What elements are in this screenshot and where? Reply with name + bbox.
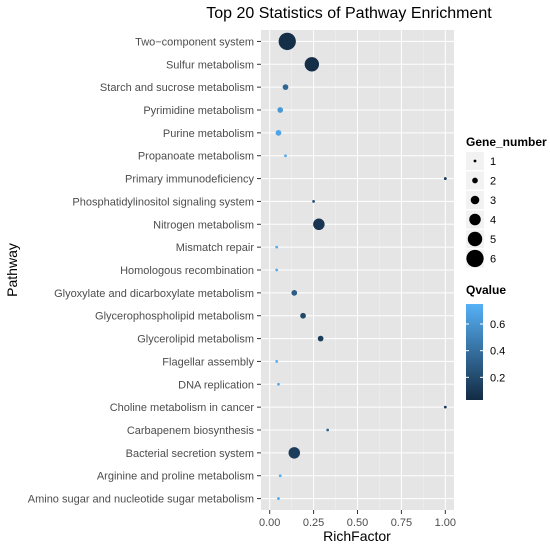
x-axis-ticks: 0.00 0.25 0.50 0.75 1.00	[259, 510, 456, 529]
data-point	[275, 130, 282, 136]
data-point	[275, 360, 279, 363]
data-point	[300, 312, 306, 319]
grid-lines	[261, 30, 454, 510]
y-tick-label: Propanoate metabolism	[138, 151, 254, 163]
y-tick-label: DNA replication	[178, 379, 254, 391]
data-point	[443, 405, 447, 409]
data-point	[284, 154, 287, 158]
x-tick-label: 0.25	[303, 517, 324, 529]
y-tick-label: Glycerolipid metabolism	[137, 334, 254, 346]
y-tick-label: Two−component system	[135, 36, 254, 48]
data-points	[275, 32, 447, 500]
y-tick-label: Glyoxylate and dicarboxylate metabolism	[54, 288, 254, 300]
y-tick-label: Nitrogen metabolism	[153, 219, 254, 231]
data-point	[275, 268, 279, 272]
y-axis-ticks: Two−component system Sulfur metabolism Sta…	[28, 36, 261, 506]
y-tick-label: Amino sugar and nucleotide sugar metabol…	[28, 494, 254, 506]
gene-number-legend-title: Gene_number	[466, 135, 547, 149]
legend-size-dot	[469, 213, 481, 226]
qvalue-colorbar	[466, 304, 483, 400]
colorbar-label: 0.4	[490, 346, 505, 358]
data-point	[313, 218, 325, 231]
y-tick-label: Carbapenem biosynthesis	[127, 425, 255, 437]
legend-size-label: 4	[490, 215, 496, 227]
legend-size-label: 3	[490, 195, 496, 207]
y-tick-label: Mismatch repair	[176, 242, 255, 254]
y-tick-label: Bacterial secretion system	[126, 448, 254, 460]
y-tick-label: Starch and sucrose metabolism	[100, 82, 254, 94]
y-axis-label: Pathway	[4, 243, 20, 297]
y-tick-label: Sulfur metabolism	[166, 59, 254, 71]
y-tick-label: Phosphatidylinositol signaling system	[72, 196, 254, 208]
data-point	[278, 474, 282, 478]
colorbar-label: 0.6	[490, 319, 505, 331]
data-point	[282, 84, 289, 90]
legend-size-dot	[472, 177, 478, 184]
y-tick-label: Homologous recombination	[120, 265, 254, 277]
legend-size-dot	[470, 195, 480, 205]
legend-size-label: 6	[490, 254, 496, 266]
colorbar-label: 0.2	[490, 372, 505, 384]
data-point	[291, 290, 298, 296]
y-tick-label: Glycerophospholipid metabolism	[95, 311, 254, 323]
data-point	[277, 497, 280, 500]
data-point	[278, 32, 296, 51]
y-tick-label: Choline metabolism in cancer	[110, 402, 255, 414]
x-tick-label: 0.50	[347, 517, 368, 529]
legend-size-dot	[466, 249, 484, 268]
y-tick-label: Pyrimidine metabolism	[143, 105, 254, 117]
plot-panel	[261, 30, 454, 510]
gene-number-legend: Gene_number 1 2 3 4 5 6	[466, 135, 547, 268]
y-tick-label: Flagellar assembly	[162, 356, 254, 368]
x-tick-label: 1.00	[435, 517, 456, 529]
qvalue-legend-title: Qvalue	[466, 283, 506, 297]
x-tick-label: 0.00	[259, 517, 280, 529]
data-point	[304, 57, 320, 72]
y-tick-label: Arginine and proline metabolism	[97, 471, 254, 483]
data-point	[288, 447, 301, 459]
data-point	[275, 245, 279, 249]
data-point	[317, 335, 324, 342]
qvalue-legend: Qvalue 0.6 0.4 0.2	[466, 283, 506, 400]
legend-size-label: 2	[490, 176, 496, 188]
legend-size-label: 1	[490, 156, 496, 168]
y-tick-label: Primary immunodeficiency	[125, 174, 254, 186]
legend-size-label: 5	[490, 234, 496, 246]
legend-size-dot	[467, 231, 483, 247]
x-tick-label: 0.75	[391, 517, 412, 529]
data-point	[277, 382, 280, 386]
x-axis-label: RichFactor	[323, 528, 391, 544]
data-point	[277, 107, 284, 113]
data-point	[326, 428, 330, 432]
chart-title: Top 20 Statistics of Pathway Enrichment	[206, 5, 492, 22]
data-point	[443, 177, 447, 180]
y-tick-label: Purine metabolism	[163, 128, 254, 140]
legend-size-dot	[473, 159, 477, 163]
data-point	[312, 200, 315, 203]
